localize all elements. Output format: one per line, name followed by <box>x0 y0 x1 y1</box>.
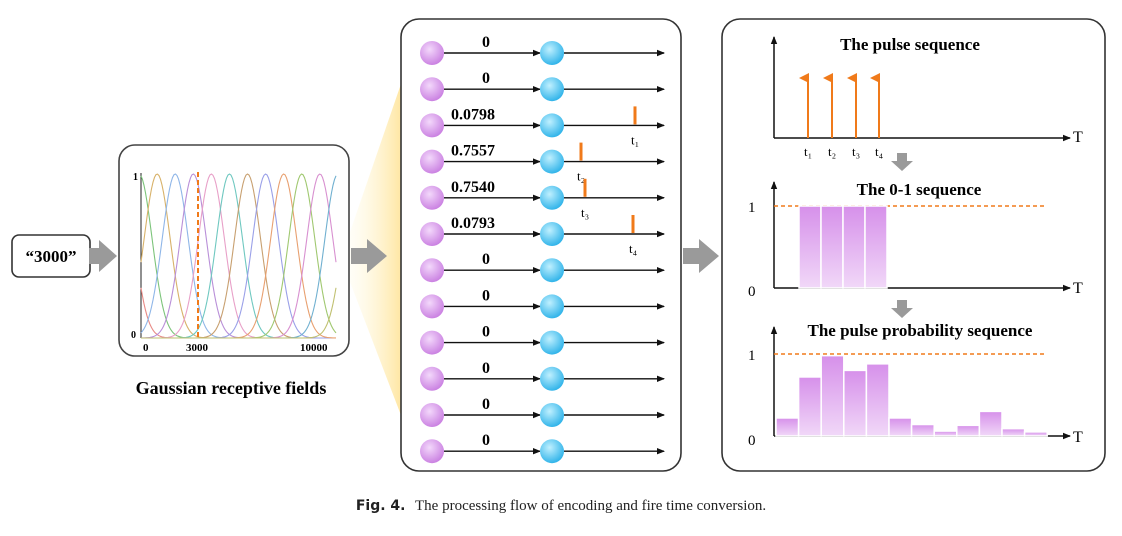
flow-arrow-1 <box>89 240 117 272</box>
neuron-value: 0.0798 <box>451 106 495 123</box>
neuron-panel <box>400 18 682 472</box>
neuron-value: 0 <box>482 287 490 304</box>
pulse-tick-label: t₄ <box>875 144 884 159</box>
probability-bar <box>978 410 1003 437</box>
presynaptic-neuron <box>420 330 444 355</box>
postsynaptic-neuron <box>540 113 564 138</box>
probability-bar <box>956 424 981 437</box>
binary-y-tick-1: 1 <box>748 200 756 216</box>
neuron-value: 0 <box>482 396 490 413</box>
binary-bar <box>864 205 888 289</box>
pulse-sequence-chart: The pulse sequence T t₁ t₂ t₃ t₄ <box>770 35 1083 159</box>
postsynaptic-neuron <box>540 222 564 246</box>
flow-arrow-down-2 <box>891 300 913 318</box>
probability-bar <box>1001 427 1026 437</box>
probability-axis-label: T <box>1073 429 1083 446</box>
pulse-axis-label: T <box>1073 129 1083 146</box>
neuron-value: 0 <box>482 360 490 377</box>
postsynaptic-neuron <box>540 149 564 174</box>
figure-caption: Fig. 4. The processing flow of encoding … <box>0 496 1122 515</box>
probability-y-tick-0: 0 <box>748 433 756 449</box>
gaussian-panel: 1 0 0 3000 10000 <box>118 144 350 357</box>
binary-bar <box>798 205 822 289</box>
gauss-x-tick-3000: 3000 <box>186 342 209 354</box>
postsynaptic-neuron <box>540 403 564 427</box>
flow-arrow-2 <box>351 239 387 273</box>
probability-bar <box>910 423 935 437</box>
binary-bar <box>820 205 844 289</box>
neuron-value: 0 <box>482 324 490 341</box>
caption-text: The processing flow of encoding and fire… <box>415 498 767 514</box>
spike-time-label: t₂ <box>577 169 585 184</box>
presynaptic-neuron <box>420 41 444 65</box>
pulse-tick-label: t₂ <box>828 144 836 159</box>
probability-sequence-chart: The pulse probability sequence 1 0 T <box>748 321 1083 449</box>
probability-bar <box>775 417 800 437</box>
postsynaptic-neuron <box>540 366 564 391</box>
probability-bar <box>888 417 913 437</box>
postsynaptic-neuron <box>540 330 564 355</box>
postsynaptic-neuron <box>540 41 564 65</box>
probability-bar <box>820 354 845 437</box>
binary-axis-label: T <box>1073 280 1083 297</box>
caption-label: Fig. 4. <box>355 498 406 514</box>
presynaptic-neuron <box>420 113 444 138</box>
gaussian-curve <box>141 287 337 339</box>
presynaptic-neuron <box>420 185 444 210</box>
presynaptic-neuron <box>420 77 444 102</box>
neuron-value: 0.7557 <box>451 143 495 160</box>
gaussian-title: Gaussian receptive fields <box>136 378 327 398</box>
spike-time-label: t₁ <box>631 132 639 147</box>
neuron-value: 0.7540 <box>451 179 495 196</box>
pulse-tick-label: t₁ <box>804 144 812 159</box>
probability-sequence-title: The pulse probability sequence <box>808 321 1033 340</box>
binary-y-tick-0: 0 <box>748 284 756 300</box>
postsynaptic-neuron <box>540 77 564 102</box>
presynaptic-neuron <box>420 439 444 464</box>
pulse-sequence-title: The pulse sequence <box>840 35 980 54</box>
neuron-value: 0.0793 <box>451 215 495 232</box>
neuron-value: 0 <box>482 34 490 51</box>
postsynaptic-neuron <box>540 258 564 283</box>
neuron-rows: 0 0 0.0798 0.7557 0.7540 0.0793 0 0 0 0 0 0 t₁ t₂ t₃ t₄ <box>420 34 665 464</box>
probability-bar <box>797 376 822 437</box>
postsynaptic-neuron <box>540 294 564 319</box>
input-value: “3000” <box>26 247 77 266</box>
pulse-tick-label: t₃ <box>852 144 860 159</box>
binary-bar <box>842 205 866 289</box>
gauss-x-tick-0: 0 <box>143 342 149 354</box>
highlight-funnel <box>350 52 412 444</box>
binary-sequence-chart: The 0-1 sequence 1 0 T <box>748 180 1083 300</box>
sequence-panel <box>721 18 1106 472</box>
presynaptic-neuron <box>420 149 444 174</box>
presynaptic-neuron <box>420 258 444 283</box>
presynaptic-neuron <box>420 222 444 246</box>
spike-time-label: t₄ <box>629 241 638 256</box>
binary-sequence-title: The 0-1 sequence <box>857 180 982 199</box>
presynaptic-neuron <box>420 366 444 391</box>
neuron-value: 0 <box>482 432 490 449</box>
neuron-value: 0 <box>482 251 490 268</box>
flow-arrow-3 <box>683 239 719 273</box>
probability-bar <box>933 430 958 437</box>
neuron-value: 0 <box>482 70 490 87</box>
flow-arrow-down-1 <box>891 153 913 171</box>
input-node: “3000” <box>11 234 91 278</box>
spike-time-label: t₃ <box>581 205 589 220</box>
gauss-y-tick-1: 1 <box>133 172 138 183</box>
gauss-x-tick-10000: 10000 <box>300 342 328 354</box>
postsynaptic-neuron <box>540 439 564 464</box>
probability-bar <box>865 363 890 437</box>
probability-bar <box>843 369 868 437</box>
postsynaptic-neuron <box>540 185 564 210</box>
probability-y-tick-1: 1 <box>748 348 756 364</box>
probability-bar <box>1023 431 1048 437</box>
gauss-y-tick-0: 0 <box>131 330 136 341</box>
gaussian-curves <box>140 173 337 339</box>
presynaptic-neuron <box>420 294 444 319</box>
presynaptic-neuron <box>420 403 444 427</box>
